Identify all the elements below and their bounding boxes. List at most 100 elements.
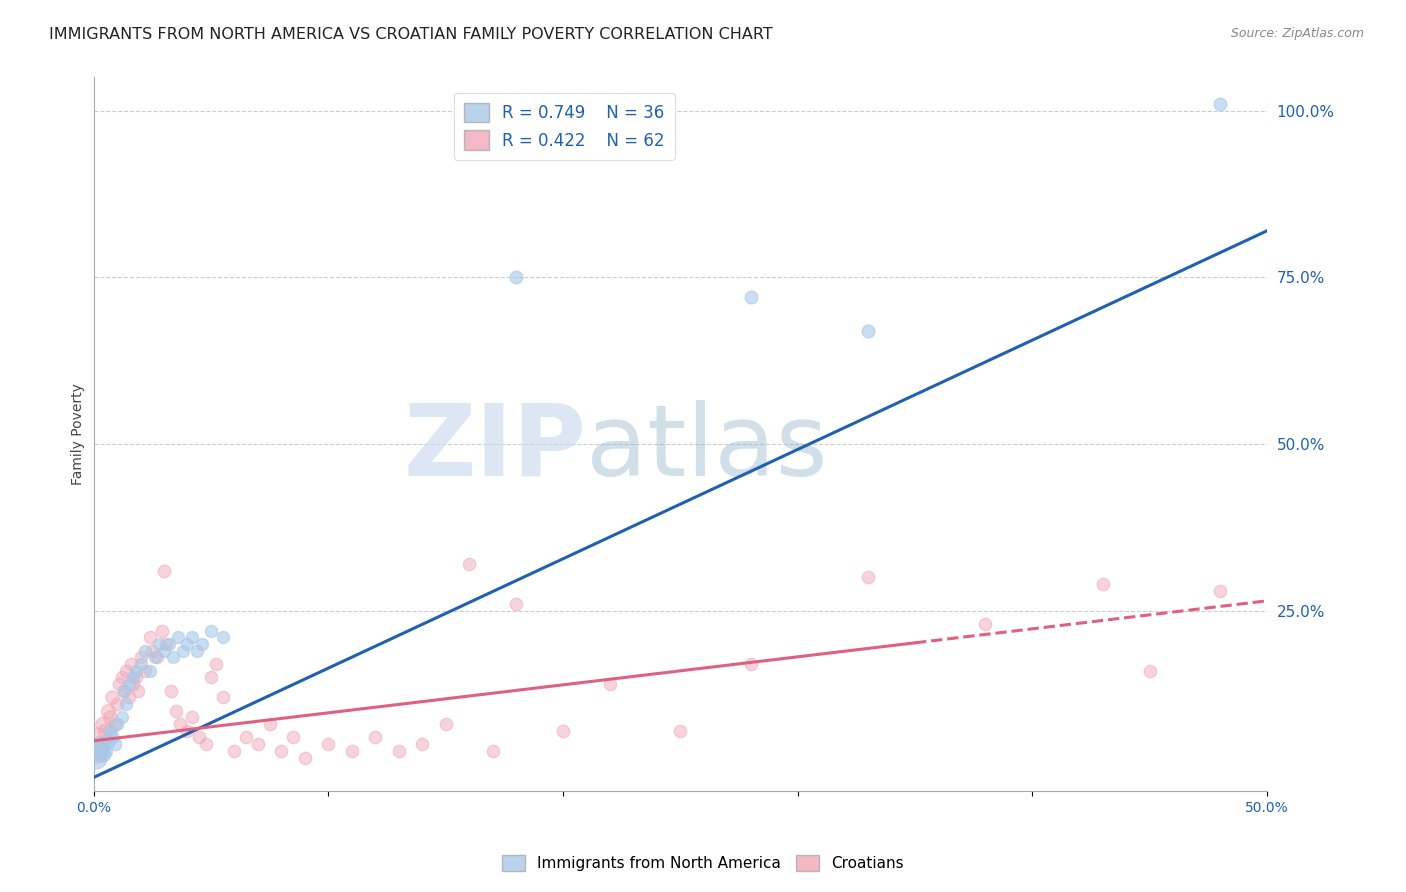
Point: [118, 690, 141, 705]
Point: [259, 717, 281, 731]
Point: [94, 744, 117, 758]
Point: [139, 631, 162, 645]
Point: [294, 750, 316, 764]
Point: [134, 664, 156, 678]
Point: [127, 683, 149, 698]
Point: [125, 671, 148, 685]
Point: [740, 657, 762, 672]
Point: [340, 744, 363, 758]
Point: [599, 677, 621, 691]
Point: [101, 690, 124, 705]
Legend: Immigrants from North America, Croatians: Immigrants from North America, Croatians: [496, 849, 910, 877]
Point: [224, 744, 246, 758]
Point: [856, 324, 879, 338]
Point: [1209, 583, 1232, 598]
Point: [188, 731, 211, 745]
Point: [101, 731, 124, 745]
Point: [148, 637, 170, 651]
Point: [91, 717, 114, 731]
Point: [90, 737, 112, 751]
Text: ZIP: ZIP: [404, 400, 586, 497]
Point: [388, 744, 411, 758]
Point: [97, 734, 120, 748]
Point: [458, 557, 481, 571]
Point: [97, 704, 120, 718]
Point: [204, 657, 226, 672]
Point: [112, 683, 135, 698]
Point: [146, 650, 169, 665]
Point: [87, 731, 110, 745]
Point: [84, 744, 107, 758]
Point: [143, 650, 166, 665]
Point: [115, 664, 138, 678]
Point: [551, 723, 574, 738]
Point: [200, 671, 222, 685]
Point: [157, 637, 180, 651]
Point: [108, 677, 131, 691]
Point: [186, 644, 208, 658]
Point: [153, 564, 176, 578]
Point: [141, 644, 163, 658]
Point: [162, 650, 184, 665]
Legend: R = 0.749    N = 36, R = 0.422    N = 62: R = 0.749 N = 36, R = 0.422 N = 62: [454, 93, 675, 160]
Point: [1209, 97, 1232, 112]
Point: [211, 690, 233, 705]
Point: [91, 747, 114, 761]
Point: [84, 750, 107, 764]
Point: [235, 731, 257, 745]
Text: atlas: atlas: [586, 400, 828, 497]
Point: [1139, 664, 1161, 678]
Point: [122, 677, 145, 691]
Text: IMMIGRANTS FROM NORTH AMERICA VS CROATIAN FAMILY POVERTY CORRELATION CHART: IMMIGRANTS FROM NORTH AMERICA VS CROATIA…: [49, 27, 773, 42]
Point: [505, 270, 527, 285]
Point: [434, 717, 457, 731]
Point: [190, 637, 212, 651]
Point: [1091, 577, 1114, 591]
Point: [129, 650, 152, 665]
Point: [105, 697, 128, 711]
Point: [481, 744, 503, 758]
Point: [129, 657, 152, 672]
Point: [111, 671, 134, 685]
Point: [669, 723, 692, 738]
Point: [505, 597, 527, 611]
Point: [94, 723, 117, 738]
Point: [270, 744, 292, 758]
Point: [104, 717, 127, 731]
Point: [115, 697, 138, 711]
Point: [120, 657, 142, 672]
Point: [153, 644, 176, 658]
Point: [104, 737, 127, 751]
Point: [246, 737, 269, 751]
Point: [172, 644, 194, 658]
Point: [176, 723, 198, 738]
Point: [90, 737, 112, 751]
Point: [176, 637, 198, 651]
Point: [281, 731, 304, 745]
Point: [98, 710, 121, 724]
Point: [167, 631, 190, 645]
Point: [118, 677, 141, 691]
Text: Source: ZipAtlas.com: Source: ZipAtlas.com: [1230, 27, 1364, 40]
Point: [195, 737, 218, 751]
Point: [165, 704, 187, 718]
Point: [160, 683, 183, 698]
Point: [122, 671, 145, 685]
Point: [105, 717, 128, 731]
Point: [112, 683, 135, 698]
Point: [155, 637, 177, 651]
Point: [169, 717, 191, 731]
Point: [411, 737, 433, 751]
Point: [364, 731, 387, 745]
Point: [200, 624, 222, 638]
Point: [125, 664, 148, 678]
Y-axis label: Family Poverty: Family Poverty: [72, 384, 86, 485]
Point: [316, 737, 339, 751]
Point: [87, 744, 110, 758]
Point: [181, 710, 204, 724]
Point: [134, 644, 156, 658]
Point: [974, 617, 997, 632]
Point: [740, 290, 762, 304]
Point: [111, 710, 134, 724]
Point: [856, 570, 879, 584]
